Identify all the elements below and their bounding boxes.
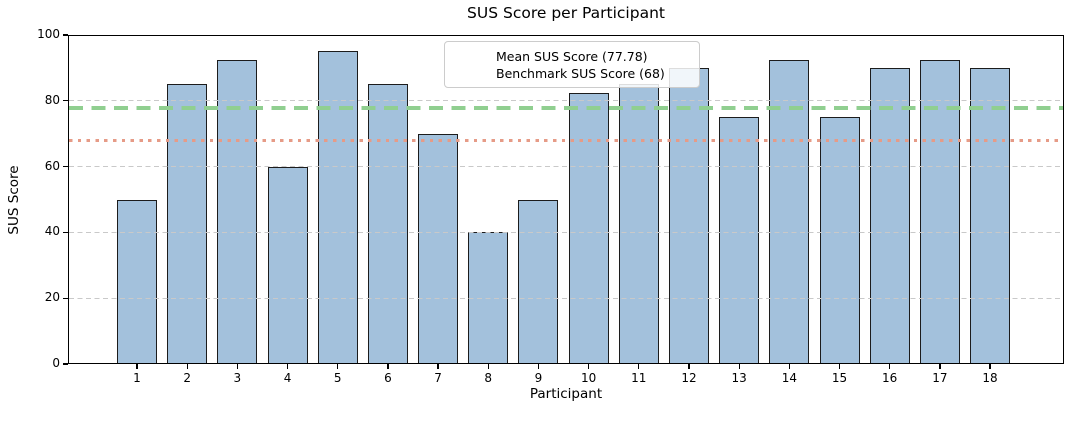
bar-participant-12 [668, 67, 709, 364]
y-tick-label-40: 40 [44, 224, 60, 239]
x-tick-5 [337, 364, 339, 369]
x-tick-1 [136, 364, 138, 369]
bar-participant-7 [418, 133, 459, 364]
benchmark-line [69, 138, 1063, 142]
bar-participant-17 [919, 59, 960, 364]
x-tick-6 [387, 364, 389, 369]
y-tick-80 [63, 100, 68, 102]
chart-title: SUS Score per Participant [467, 4, 665, 22]
bar-participant-3 [217, 59, 258, 364]
legend-entry-benchmark: Benchmark SUS Score (68) [454, 65, 690, 82]
x-tick-label-9: 9 [534, 371, 543, 385]
x-tick-label-7: 7 [434, 371, 442, 385]
x-tick-10 [587, 364, 590, 369]
x-tick-11 [638, 364, 640, 369]
x-tick-label-10: 10 [580, 371, 597, 385]
x-tick-label-15: 15 [831, 371, 848, 385]
x-tick-label-3: 3 [233, 371, 242, 385]
bar-participant-16 [869, 67, 910, 364]
benchmark-line-sample-icon [454, 72, 487, 75]
mean-line-sample-icon [454, 55, 487, 59]
x-tick-3 [236, 364, 238, 369]
bar-participant-15 [819, 117, 860, 364]
x-tick-13 [738, 364, 740, 369]
x-tick-label-2: 2 [183, 371, 191, 385]
x-tick-label-16: 16 [882, 371, 898, 385]
x-tick-4 [286, 364, 289, 369]
y-tick-20 [63, 297, 68, 299]
x-tick-label-5: 5 [333, 371, 342, 385]
bar-participant-1 [117, 199, 157, 364]
x-tick-16 [889, 364, 891, 369]
legend: Mean SUS Score (77.78) Benchmark SUS Sco… [444, 41, 700, 88]
x-tick-2 [186, 364, 188, 369]
x-tick-label-12: 12 [681, 371, 697, 385]
x-tick-14 [788, 364, 790, 369]
y-tick-60 [63, 165, 68, 168]
bar-participant-5 [317, 51, 358, 364]
y-tick-label-80: 80 [44, 92, 60, 107]
bar-participant-11 [618, 84, 659, 364]
x-tick-label-13: 13 [731, 371, 747, 385]
gridline-y-80 [69, 100, 1063, 102]
mean-line [69, 106, 1063, 110]
y-tick-label-60: 60 [44, 158, 60, 173]
legend-entry-mean: Mean SUS Score (77.78) [454, 48, 690, 65]
bar-participant-4 [267, 166, 308, 364]
x-tick-18 [989, 364, 991, 369]
y-axis-label: SUS Score [6, 165, 22, 235]
x-tick-7 [437, 364, 439, 369]
gridline-y-60 [69, 166, 1063, 168]
gridline-y-40 [69, 231, 1063, 233]
bar-participant-9 [518, 199, 559, 364]
x-tick-label-8: 8 [484, 371, 493, 385]
gridline-y-20 [69, 297, 1063, 299]
x-tick-label-6: 6 [384, 371, 392, 385]
bar-participant-6 [367, 84, 408, 364]
y-tick-100 [63, 34, 68, 36]
x-tick-9 [537, 364, 540, 369]
legend-label-benchmark: Benchmark SUS Score (68) [496, 66, 665, 81]
y-tick-label-0: 0 [52, 356, 60, 370]
bar-participant-14 [769, 59, 810, 364]
x-tick-12 [688, 364, 690, 369]
y-tick-label-100: 100 [37, 27, 60, 41]
x-tick-label-11: 11 [631, 371, 647, 385]
x-tick-label-14: 14 [781, 371, 797, 385]
x-tick-8 [487, 364, 489, 369]
x-tick-17 [939, 364, 941, 369]
y-tick-40 [63, 231, 68, 234]
y-tick-0 [63, 363, 68, 365]
x-tick-label-18: 18 [982, 371, 998, 385]
x-tick-label-4: 4 [283, 371, 292, 385]
bar-participant-2 [167, 84, 208, 364]
y-tick-label-20: 20 [44, 290, 60, 305]
x-axis-label: Participant [529, 386, 603, 402]
bar-participant-18 [970, 67, 1011, 364]
bar-participant-10 [568, 92, 609, 364]
x-tick-15 [838, 364, 841, 369]
legend-label-mean: Mean SUS Score (77.78) [496, 49, 648, 64]
x-tick-label-1: 1 [133, 371, 141, 385]
bar-participant-13 [719, 117, 760, 364]
x-tick-label-17: 17 [932, 371, 948, 385]
